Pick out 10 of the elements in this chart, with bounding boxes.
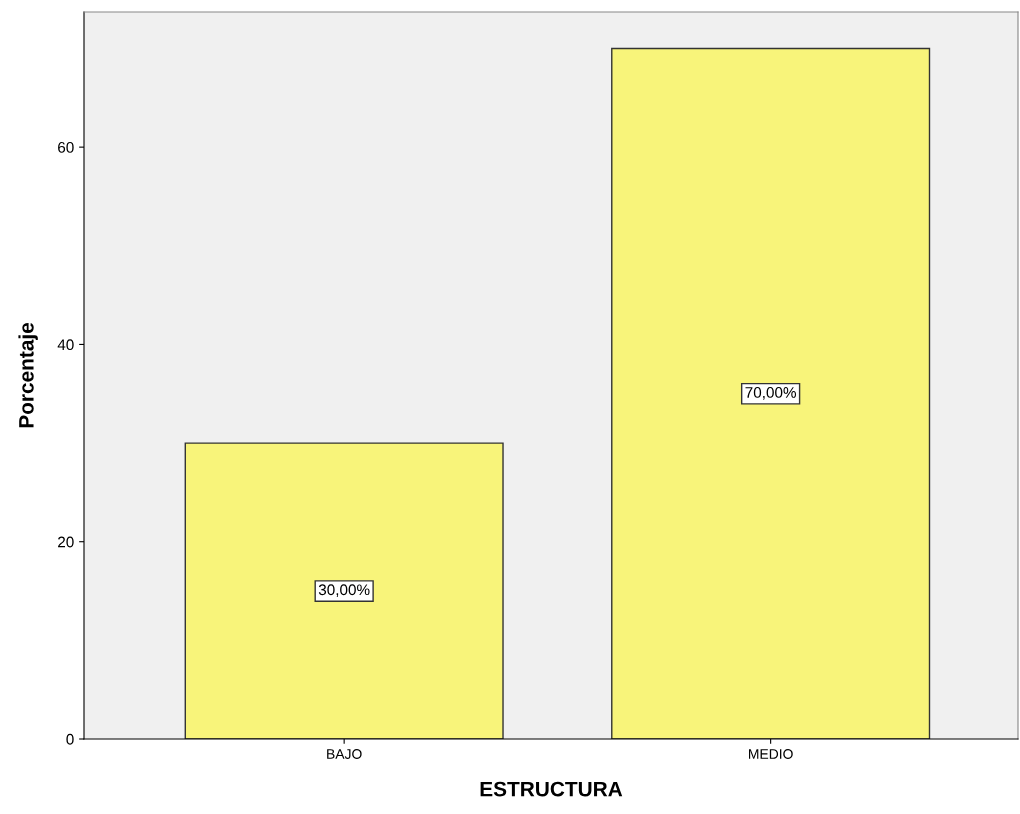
y-tick-label: 0 bbox=[66, 733, 74, 745]
y-tick-label: 60 bbox=[58, 142, 74, 153]
x-tick-label: BAJO bbox=[327, 749, 362, 759]
x-axis-title: ESTRUCTURA bbox=[480, 781, 623, 797]
data-label: 30,00% bbox=[318, 584, 370, 597]
y-tick-label: 20 bbox=[58, 536, 74, 548]
x-tick-label: MEDIO bbox=[749, 749, 793, 759]
data-label: 70,00% bbox=[745, 387, 797, 400]
y-tick-label: 40 bbox=[57, 339, 74, 351]
y-axis-title: Porcentaje bbox=[18, 322, 38, 428]
